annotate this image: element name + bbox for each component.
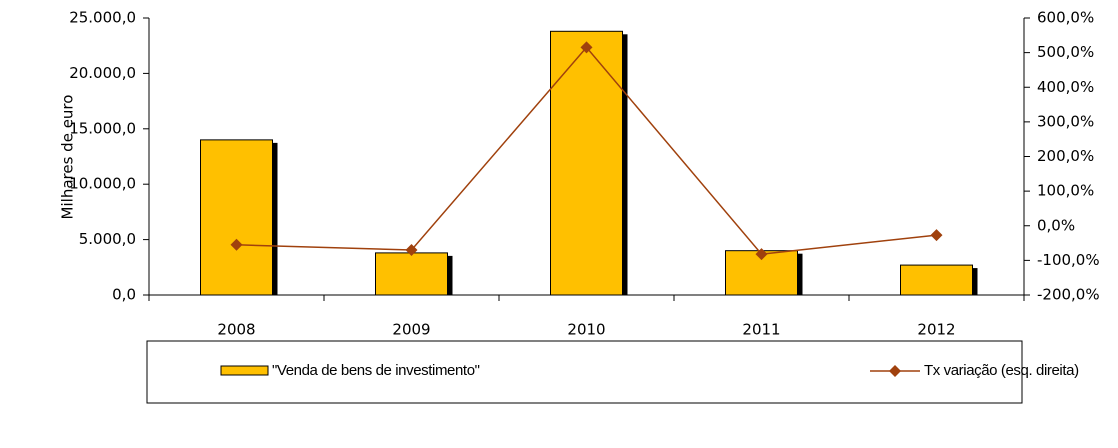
y2-tick-label: 100,0% — [1037, 182, 1094, 200]
y2-tick-label: 500,0% — [1037, 43, 1094, 61]
y2-tick-label: 300,0% — [1037, 112, 1094, 130]
marker — [755, 248, 768, 261]
bar — [550, 30, 623, 296]
legend-label: "Venda de bens de investimento" — [272, 362, 480, 379]
bar — [725, 250, 798, 296]
marker — [580, 41, 593, 54]
x-tick-label: 2011 — [742, 321, 780, 339]
bar — [375, 252, 448, 296]
marker — [405, 243, 418, 256]
y2-tick-label: 200,0% — [1037, 147, 1094, 165]
y-tick-label: 15.000,0 — [69, 119, 136, 137]
bar — [200, 139, 273, 296]
y-tick-label: 0,0 — [112, 286, 136, 304]
legend-marker — [889, 365, 901, 377]
legend-box — [146, 340, 1023, 404]
y2-tick-label: 0,0% — [1037, 216, 1075, 234]
x-tick-label: 2010 — [567, 321, 605, 339]
legend-swatch — [220, 365, 269, 376]
y-tick-label: 5.000,0 — [79, 230, 136, 248]
y-axis-label: Milhares de euro — [59, 95, 77, 220]
y2-tick-label: 400,0% — [1037, 78, 1094, 96]
y-tick-label: 10.000,0 — [69, 175, 136, 193]
y2-tick-label: 600,0% — [1037, 9, 1094, 27]
y-tick-label: 20.000,0 — [69, 64, 136, 82]
y2-tick-label: -100,0% — [1037, 251, 1100, 269]
bar — [900, 264, 973, 296]
y2-tick-label: -200,0% — [1037, 286, 1100, 304]
x-tick-label: 2008 — [217, 321, 255, 339]
x-tick-label: 2012 — [917, 321, 955, 339]
legend-label: Tx variação (esq. direita) — [924, 362, 1079, 379]
marker — [930, 229, 943, 242]
x-tick-label: 2009 — [392, 321, 430, 339]
y-tick-label: 25.000,0 — [69, 9, 136, 27]
marker — [230, 238, 243, 251]
